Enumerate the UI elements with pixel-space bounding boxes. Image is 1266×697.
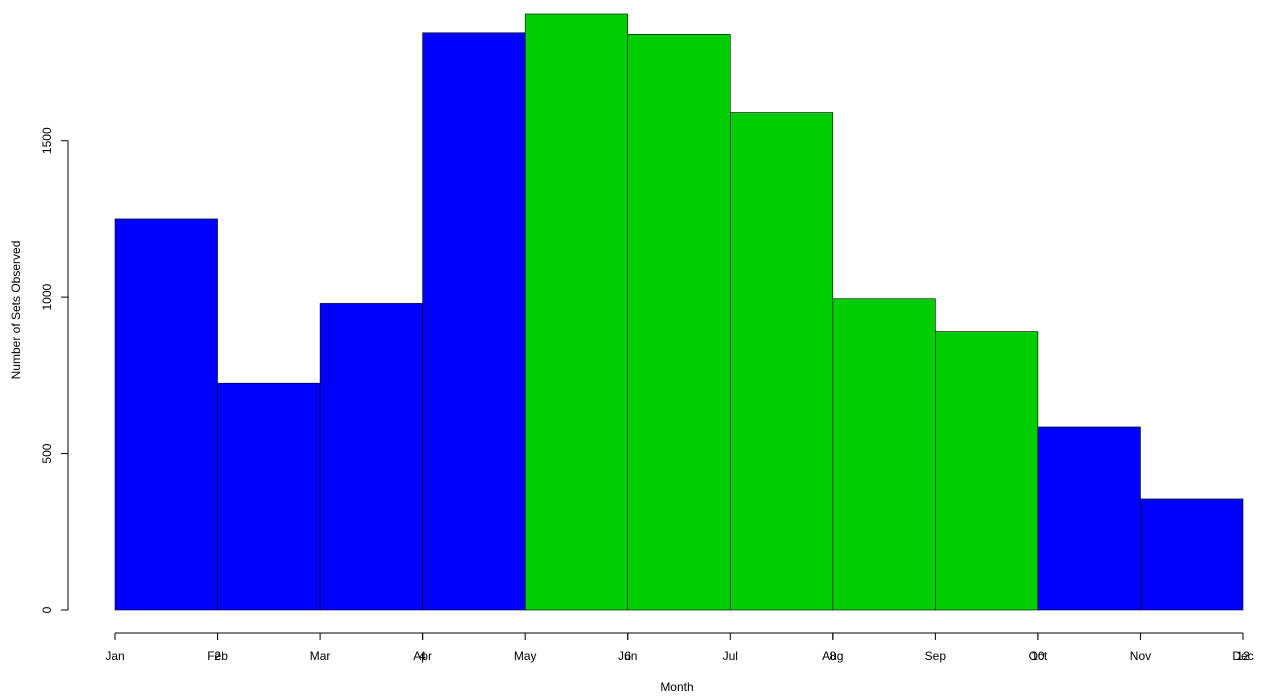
x-tick-label: Apr bbox=[413, 649, 432, 663]
x-tick-label: Feb bbox=[207, 649, 228, 663]
y-tick-label: 0 bbox=[40, 606, 54, 613]
bar bbox=[832, 298, 936, 611]
x-tick-label: 6 bbox=[624, 649, 631, 663]
bar bbox=[217, 382, 321, 611]
x-tick-label: 2 bbox=[214, 649, 221, 663]
bar bbox=[1140, 498, 1244, 611]
y-tick-label: 1500 bbox=[40, 127, 54, 154]
bar bbox=[114, 218, 218, 611]
bar bbox=[319, 303, 423, 611]
bar bbox=[1037, 426, 1141, 611]
x-axis-title: Month bbox=[660, 680, 693, 694]
y-tick-label: 500 bbox=[40, 443, 54, 463]
x-tick-label: Dec bbox=[1232, 649, 1253, 663]
bar bbox=[935, 331, 1039, 611]
x-tick-label: Oct bbox=[1029, 649, 1048, 663]
x-tick-label: May bbox=[514, 649, 537, 663]
bar bbox=[422, 32, 526, 611]
x-tick-label: Aug bbox=[822, 649, 843, 663]
bar bbox=[627, 34, 731, 611]
x-tick-label: Sep bbox=[925, 649, 947, 663]
x-tick-label: Mar bbox=[310, 649, 331, 663]
x-tick-label: Jun bbox=[618, 649, 637, 663]
x-tick-label: 8 bbox=[829, 649, 836, 663]
bar bbox=[729, 112, 834, 611]
y-tick-label: 1000 bbox=[40, 283, 54, 310]
bar bbox=[524, 13, 629, 611]
y-axis-title: Number of Sets Observed bbox=[9, 241, 23, 380]
x-tick-label: Nov bbox=[1130, 649, 1151, 663]
x-tick-label: Jan bbox=[105, 649, 124, 663]
x-tick-label: 10 bbox=[1031, 649, 1045, 663]
x-tick-label: 12 bbox=[1236, 649, 1250, 663]
x-tick-label: 4 bbox=[419, 649, 426, 663]
x-tick-label: Jul bbox=[723, 649, 738, 663]
